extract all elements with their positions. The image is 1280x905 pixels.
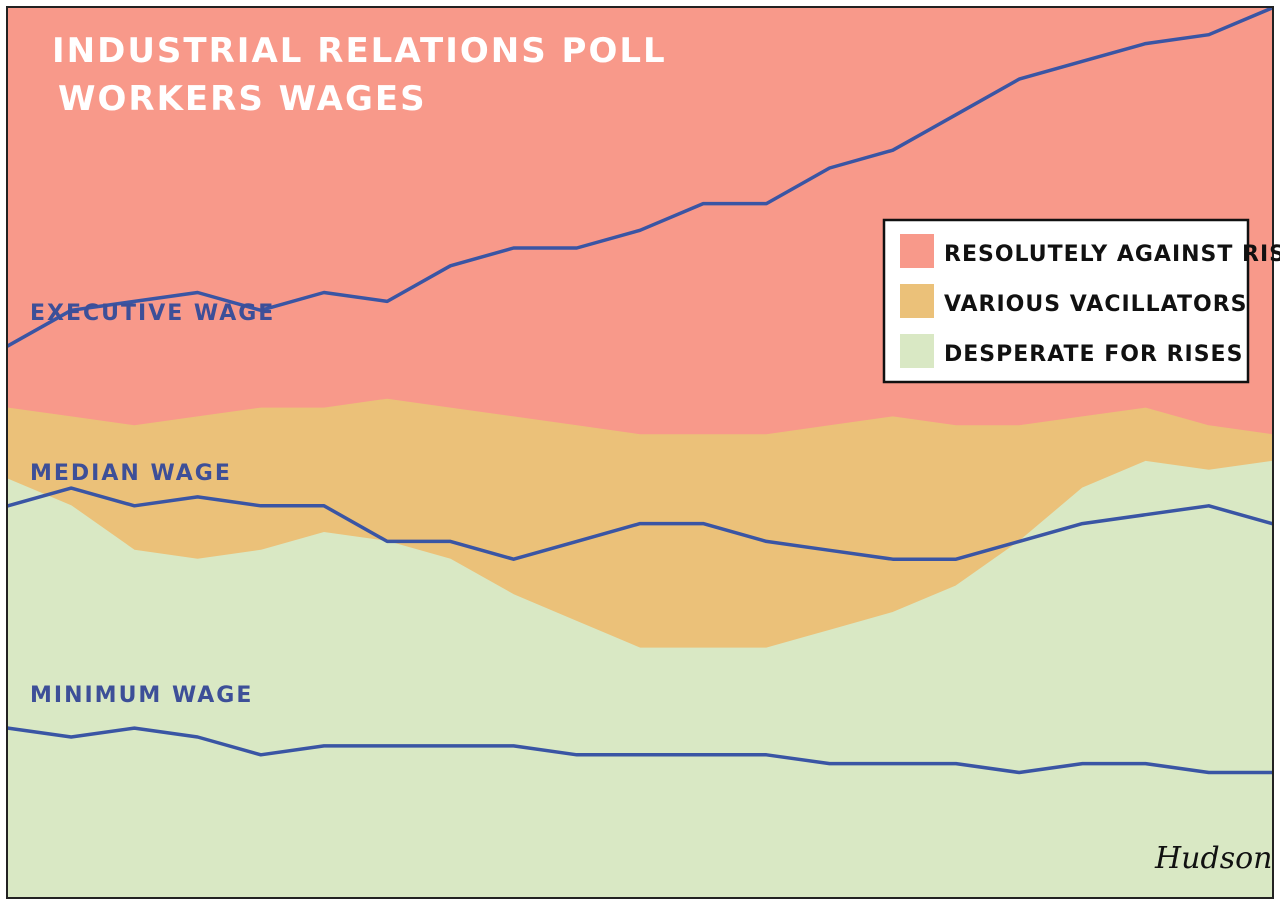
legend: RESOLUTELY AGAINST RISES VARIOUS VACILLAT… — [882, 218, 1280, 384]
legend-label: RESOLUTELY AGAINST RISES — [944, 242, 1280, 267]
legend-label: DESPERATE FOR RISES — [944, 342, 1243, 367]
label-median-wage: MEDIAN WAGE — [30, 461, 232, 486]
legend-label: VARIOUS VACILLATORS — [944, 292, 1248, 317]
legend-swatch — [900, 284, 934, 318]
line-minimum-wage — [6, 726, 1274, 775]
legend-box — [882, 218, 1250, 384]
legend-swatch — [900, 234, 934, 268]
legend-items: RESOLUTELY AGAINST RISES VARIOUS VACILLAT… — [900, 234, 1280, 368]
signature: Hudson — [1154, 841, 1272, 876]
chart-title: INDUSTRIAL RELATIONS POLL — [52, 31, 667, 71]
legend-swatch — [900, 334, 934, 368]
chart-frame — [6, 6, 1274, 899]
wage-lines — [6, 6, 1274, 775]
line-executive-wage — [6, 6, 1274, 348]
label-minimum-wage: MINIMUM WAGE — [30, 683, 253, 708]
label-executive-wage: EXECUTIVE WAGE — [30, 301, 275, 326]
chart-subtitle: WORKERS WAGES — [58, 79, 427, 119]
line-median-wage — [6, 486, 1274, 561]
wage-line-labels: EXECUTIVE WAGE MEDIAN WAGE MINIMUM WAGE — [30, 301, 275, 708]
